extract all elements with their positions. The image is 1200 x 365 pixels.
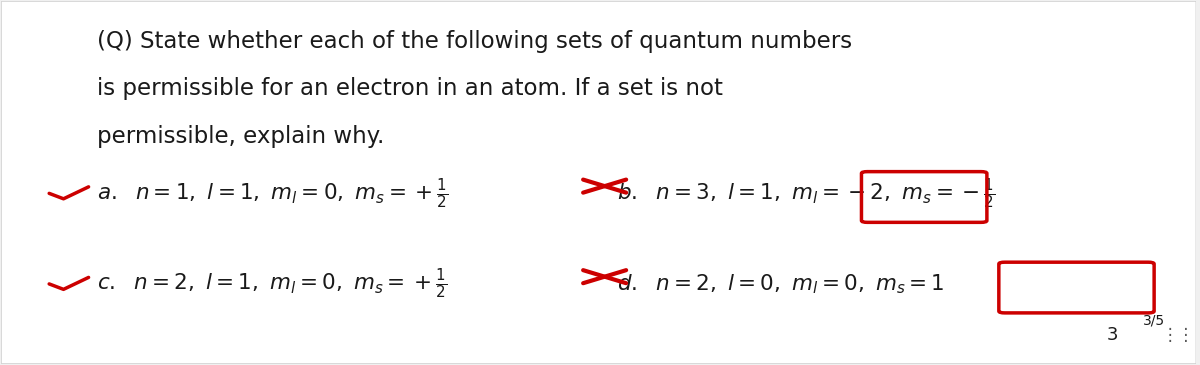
Text: ⋮⋮: ⋮⋮ (1162, 326, 1195, 343)
Text: (Q) State whether each of the following sets of quantum numbers: (Q) State whether each of the following … (97, 30, 852, 53)
Text: permissible, explain why.: permissible, explain why. (97, 124, 384, 147)
Text: $d.\ \ n = 2,\ l = 0,\ m_l = 0,\ m_s = 1$: $d.\ \ n = 2,\ l = 0,\ m_l = 0,\ m_s = 1… (617, 272, 944, 296)
Text: is permissible for an electron in an atom. If a set is not: is permissible for an electron in an ato… (97, 77, 722, 100)
Text: $b.\ \ n = 3,\ l = 1,\ m_l = -2,\ m_s = -\frac{1}{2}$: $b.\ \ n = 3,\ l = 1,\ m_l = -2,\ m_s = … (617, 176, 995, 211)
Text: 3: 3 (1106, 326, 1118, 343)
Text: $c.\ \ n = 2,\ l = 1,\ m_l = 0,\ m_s = +\frac{1}{2}$: $c.\ \ n = 2,\ l = 1,\ m_l = 0,\ m_s = +… (97, 266, 448, 301)
Text: $a.\ \ n = 1,\ l = 1,\ m_l = 0,\ m_s = +\frac{1}{2}$: $a.\ \ n = 1,\ l = 1,\ m_l = 0,\ m_s = +… (97, 176, 449, 211)
Text: 3/5: 3/5 (1144, 313, 1165, 327)
